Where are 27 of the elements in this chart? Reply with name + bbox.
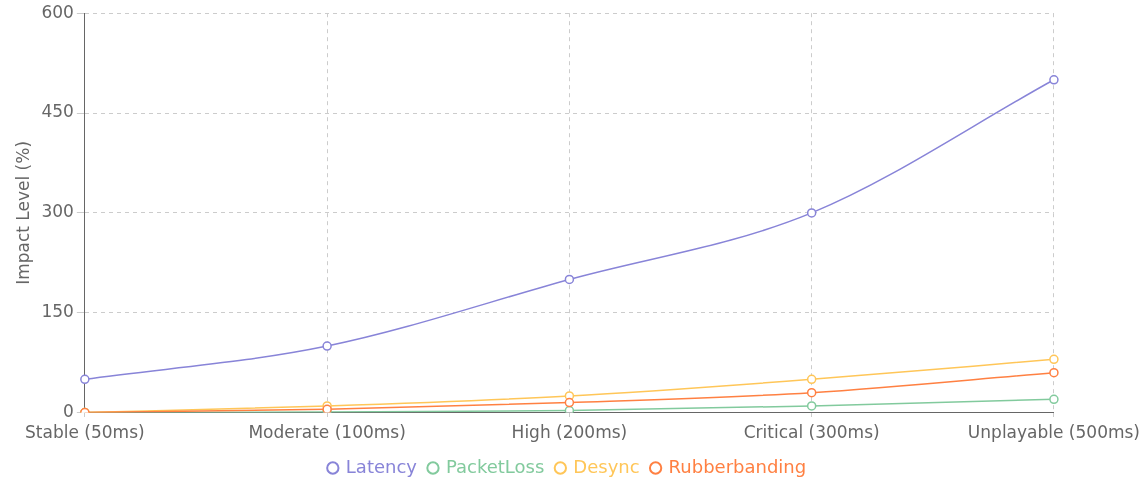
- y-tick-label: 450: [41, 101, 74, 122]
- x-tick-label: Unplayable (500ms): [967, 422, 1140, 443]
- point: [1049, 354, 1059, 365]
- point: [806, 401, 817, 411]
- point: [322, 341, 332, 351]
- point: [806, 387, 817, 398]
- point: [564, 397, 575, 408]
- point: [806, 374, 817, 385]
- point: [806, 208, 817, 218]
- y-tick-label: 300: [41, 201, 74, 222]
- x-tick-label: High (200ms): [511, 422, 628, 443]
- x-tick-label: Stable (50ms): [25, 422, 145, 443]
- point: [1049, 367, 1059, 378]
- y-tick-label: 0: [63, 401, 74, 422]
- y-tick-label: 600: [41, 1, 74, 22]
- y-tick-label: 150: [41, 301, 74, 322]
- point: [80, 374, 90, 385]
- x-tick-label: Critical (300ms): [743, 422, 880, 443]
- point: [564, 274, 575, 285]
- legend-label: Latency: [345, 455, 418, 477]
- point: [1049, 75, 1059, 85]
- point: [1049, 394, 1059, 405]
- y-axis-title: Impact Level (%): [12, 140, 33, 285]
- legend-label: Rubberbanding: [668, 455, 807, 477]
- legend-label: PacketLoss: [445, 455, 545, 477]
- legend-label: Desync: [573, 455, 640, 477]
- x-tick-label: Moderate (100ms): [248, 422, 406, 443]
